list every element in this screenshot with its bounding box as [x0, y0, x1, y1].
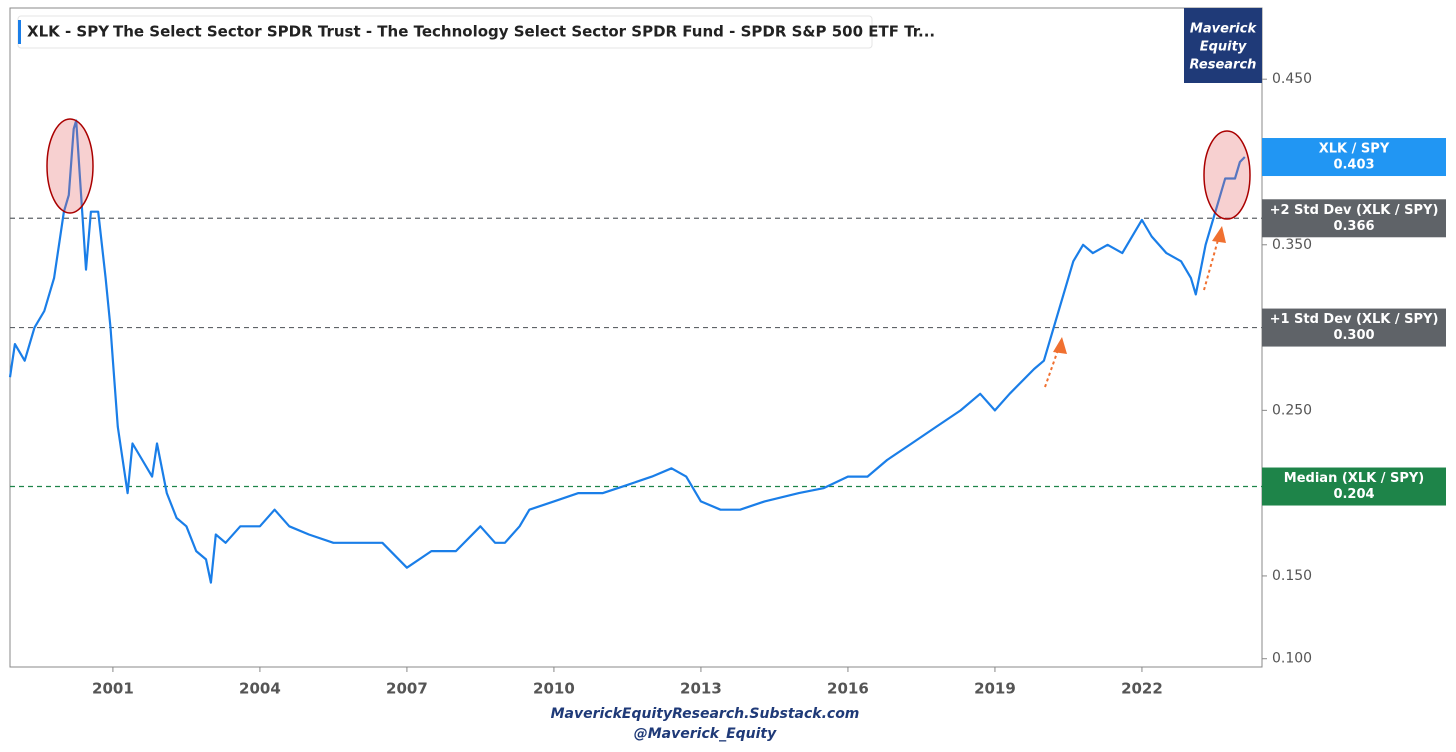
arrow [1203, 239, 1219, 291]
y-tick-label: 0.350 [1272, 237, 1312, 253]
value-badge [1262, 308, 1446, 347]
x-tick-label: 2022 [1121, 680, 1163, 698]
x-tick-label: 2013 [680, 680, 722, 698]
badge-value: 0.204 [1333, 487, 1374, 502]
value-badge [1262, 199, 1446, 238]
logo-line: Equity [1200, 40, 1247, 55]
annotations [46, 118, 1251, 388]
logo-box [1184, 8, 1262, 83]
badge-value: 0.403 [1333, 158, 1374, 173]
value-badge [1262, 467, 1446, 506]
x-tick-label: 2001 [92, 680, 134, 698]
legend-swatch [18, 20, 21, 44]
legend-text: The Select Sector SPDR Trust - The Techn… [113, 23, 935, 41]
badge-name: Median (XLK / SPY) [1284, 471, 1424, 486]
highlight-ellipse [46, 118, 94, 214]
logo-line: Research [1190, 58, 1257, 73]
footer: @Maverick_Equity [634, 726, 777, 742]
series-line [8, 119, 1246, 584]
badge-name: +2 Std Dev (XLK / SPY) [1270, 203, 1439, 218]
arrow [1044, 349, 1059, 388]
x-tick-label: 2016 [827, 680, 869, 698]
footer: MaverickEquityResearch.Substack.com [551, 706, 860, 722]
x-tick-label: 2007 [386, 680, 428, 698]
y-tick-label: 0.250 [1272, 402, 1312, 418]
badge-name: +1 Std Dev (XLK / SPY) [1270, 312, 1439, 327]
x-tick-label: 2019 [974, 680, 1016, 698]
x-tick-label: 2004 [239, 680, 281, 698]
y-tick-label: 0.100 [1272, 651, 1312, 667]
badge-value: 0.366 [1333, 219, 1374, 234]
arrow-head [1212, 226, 1226, 243]
y-tick-label: 0.450 [1272, 71, 1312, 87]
y-tick-label: 0.150 [1272, 568, 1312, 584]
arrow-head [1053, 337, 1067, 354]
badge-value: 0.300 [1333, 328, 1374, 343]
badge-name: XLK / SPY [1319, 142, 1390, 157]
logo-line: Maverick [1190, 22, 1258, 37]
highlight-ellipse [1203, 130, 1251, 220]
value-badge [1262, 138, 1446, 177]
legend-ticker: XLK - SPY [27, 23, 110, 41]
x-tick-label: 2010 [533, 680, 575, 698]
plot-frame [9, 7, 1263, 668]
